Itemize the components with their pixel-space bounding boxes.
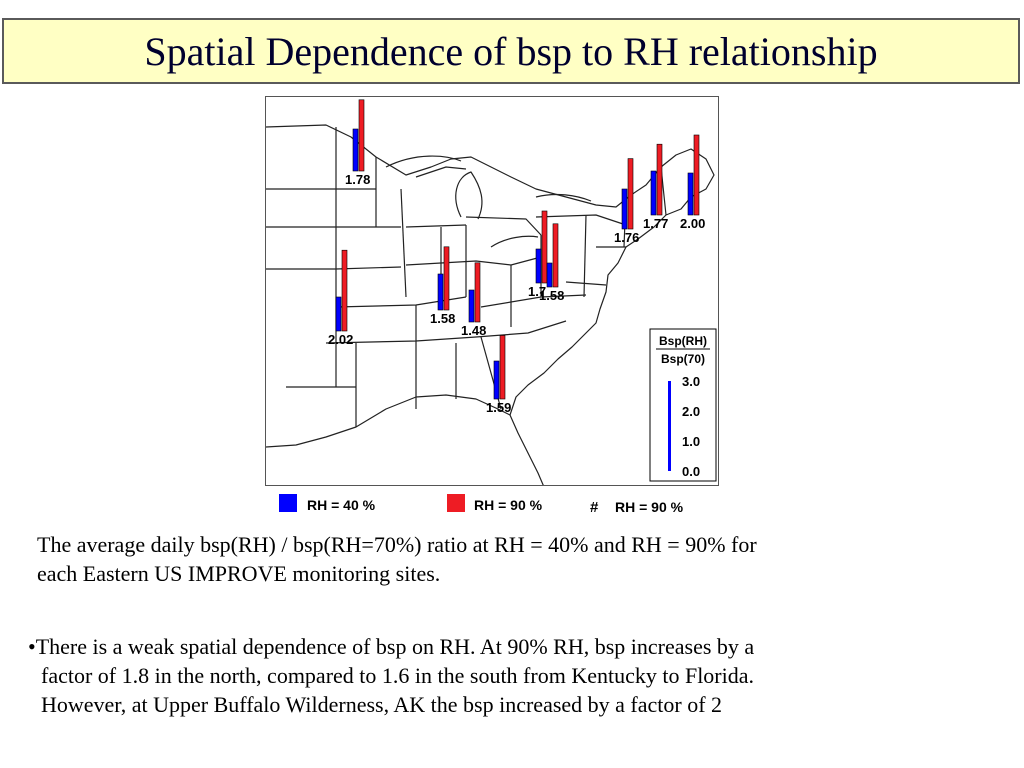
- bar-rh90-site-6: [552, 223, 559, 288]
- scale-tick-3: 1.0: [682, 434, 700, 449]
- site-label-2: 1.76: [614, 230, 639, 245]
- site-label-5: 1.7: [528, 284, 546, 299]
- site-label-3: 1.77: [643, 216, 668, 231]
- bar-rh40-site-4: [687, 172, 694, 216]
- bar-rh90-site-1: [358, 99, 365, 172]
- site-label-9: 2.02: [328, 332, 353, 347]
- state-boundaries: [266, 124, 715, 485]
- legend-label-rh40: RH = 40 %: [307, 497, 376, 513]
- site-label-1: 1.78: [345, 172, 370, 187]
- bar-rh40-site-5: [535, 248, 542, 284]
- site-label-6: 1.58: [539, 288, 564, 303]
- caption-text: The average daily bsp(RH) / bsp(RH=70%) …: [37, 530, 757, 588]
- bar-rh40-site-3: [650, 170, 657, 216]
- scale-bar: [668, 381, 671, 471]
- bullet-line-1: There is a weak spatial dependence of bs…: [35, 634, 755, 659]
- caption-line-1: The average daily bsp(RH) / bsp(RH=70%) …: [37, 532, 757, 557]
- legend-hash-symbol: #: [590, 499, 599, 516]
- site-label-8: 1.48: [461, 323, 486, 338]
- scale-tick-1: 3.0: [682, 374, 700, 389]
- bar-rh40-site-10: [493, 360, 500, 400]
- bar-rh90-site-4: [693, 134, 700, 216]
- site-label-7: 1.58: [430, 311, 455, 326]
- caption-line-2: each Eastern US IMPROVE monitoring sites…: [37, 561, 441, 586]
- eastern-us-map: 1.78 1.76 1.77 2.00 1.7 1.58 1.58 1.48 2.02 1.59 …: [265, 96, 719, 486]
- slide-title: Spatial Dependence of bsp to RH relation…: [144, 28, 878, 74]
- scale-title-bottom: Bsp(70): [661, 352, 705, 366]
- bar-rh90-site-8: [474, 262, 481, 323]
- slide-title-box: Spatial Dependence of bsp to RH relation…: [2, 18, 1020, 84]
- bar-rh40-site-9: [335, 296, 342, 332]
- bullet-marker: •: [28, 634, 36, 659]
- bar-rh90-site-7: [443, 246, 450, 311]
- bar-rh40-site-8: [468, 289, 475, 323]
- map-canvas: 1.781.761.77 2.001.71.581.581.482.021.59 …: [266, 99, 717, 485]
- legend-swatch-rh90: [447, 494, 465, 512]
- bar-rh90-site-3: [656, 143, 663, 216]
- bar-rh40-site-2: [621, 188, 628, 230]
- bar-rh40-site-7: [437, 273, 444, 311]
- site-bars: 1.781.761.77 2.001.71.581.581.482.021.59: [328, 99, 705, 415]
- scale-title-top: Bsp(RH): [659, 334, 707, 348]
- bullet-line-3: However, at Upper Buffalo Wilderness, AK…: [41, 692, 723, 717]
- legend-label-rh90: RH = 90 %: [474, 497, 543, 513]
- bar-rh90-site-9: [341, 249, 348, 332]
- bar-rh90-site-5: [541, 210, 548, 284]
- bar-rh90-site-10: [499, 335, 506, 400]
- ratio-scale: Bsp(RH) Bsp(70) 3.0 2.0 1.0 0.0: [649, 328, 717, 482]
- bar-rh90-site-2: [627, 158, 634, 230]
- bar-rh40-site-6: [546, 262, 553, 288]
- site-label-10: 1.59: [486, 400, 511, 415]
- site-label-4: 2.00: [680, 216, 705, 231]
- legend-swatch-rh40: [279, 494, 297, 512]
- bullet-point: •There is a weak spatial dependence of b…: [28, 632, 754, 719]
- bar-rh40-site-1: [352, 128, 359, 172]
- scale-box: [649, 328, 717, 482]
- bullet-line-2: factor of 1.8 in the north, compared to …: [41, 663, 755, 688]
- legend-label-hash: RH = 90 %: [615, 499, 684, 515]
- scale-tick-4: 0.0: [682, 464, 700, 479]
- scale-tick-2: 2.0: [682, 404, 700, 419]
